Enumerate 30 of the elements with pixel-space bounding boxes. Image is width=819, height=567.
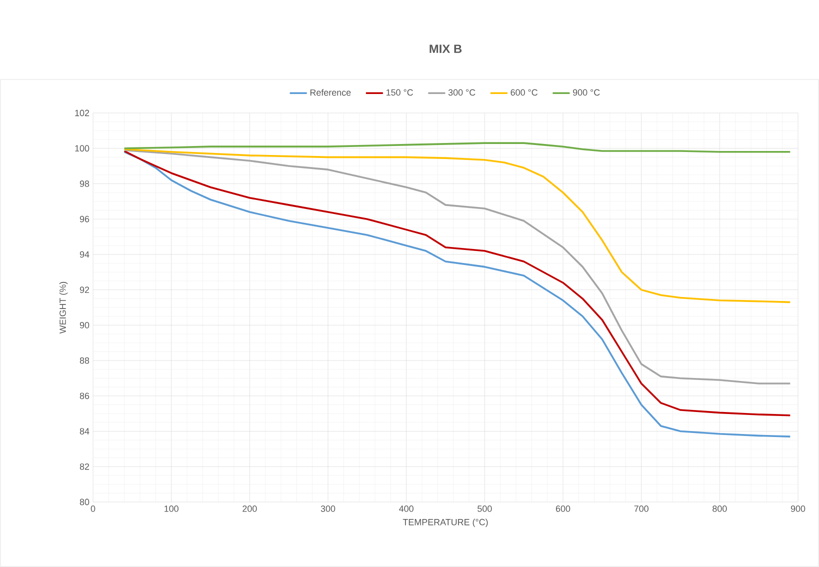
x-tick-label: 800 [712, 506, 727, 512]
x-tick-label: 100 [164, 506, 178, 512]
y-tick-label: 82 [80, 463, 90, 470]
y-tick-label: 84 [80, 428, 90, 434]
y-tick-label: 90 [80, 322, 90, 328]
legend-label: 150 °C [386, 89, 413, 96]
y-tick-label: 96 [80, 216, 90, 222]
x-tick-label: 200 [242, 506, 257, 512]
x-tick-label: 0 [90, 506, 96, 512]
legend-label: Reference [310, 89, 351, 96]
y-tick-label: 92 [80, 286, 90, 293]
x-tick-label: 900 [790, 506, 806, 512]
y-tick-label: 100 [75, 145, 90, 152]
legend-label: 600 °C [510, 89, 538, 96]
y-tick-label: 88 [80, 357, 90, 364]
y-tick-label: 98 [80, 180, 90, 187]
x-tick-label: 500 [478, 506, 492, 512]
y-tick-label: 86 [80, 392, 90, 400]
x-axis-title: TEMPERATURE (°C) [402, 518, 488, 528]
x-tick-label: 700 [634, 506, 648, 512]
chart-title: MIX B [430, 44, 462, 53]
legend-label: 300 °C [448, 89, 476, 96]
y-tick-label: 94 [80, 251, 90, 258]
y-axis-title: WEIGHT (%) [59, 282, 68, 334]
y-tick-label: 102 [75, 110, 90, 116]
legend-label: 900 °C [573, 89, 600, 96]
x-tick-label: 600 [556, 506, 570, 512]
x-tick-label: 300 [320, 506, 336, 512]
x-tick-label: 400 [399, 506, 414, 512]
y-tick-label: 80 [80, 498, 90, 506]
